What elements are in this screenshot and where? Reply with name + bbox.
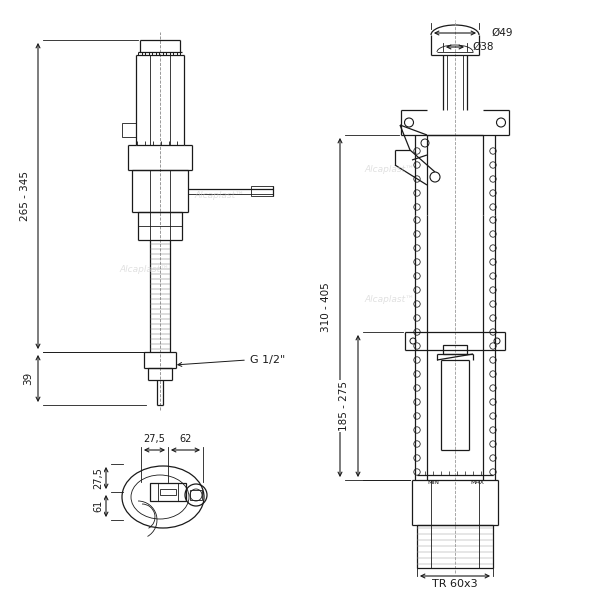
Bar xyxy=(122,123,136,137)
Text: 62: 62 xyxy=(179,434,191,444)
Bar xyxy=(190,490,202,500)
Bar xyxy=(443,345,467,354)
Text: 310 - 405: 310 - 405 xyxy=(321,283,331,332)
Text: TR 60x3: TR 60x3 xyxy=(432,579,478,589)
Text: MIN: MIN xyxy=(427,479,439,485)
Text: Alcaplast™: Alcaplast™ xyxy=(365,166,415,175)
Text: Alcaplast™: Alcaplast™ xyxy=(365,295,415,304)
Text: Alcaplast™: Alcaplast™ xyxy=(195,191,245,199)
Text: 39: 39 xyxy=(23,372,33,385)
Text: Ø38: Ø38 xyxy=(472,42,493,52)
Text: MAX: MAX xyxy=(470,479,484,485)
Bar xyxy=(150,483,186,501)
Bar xyxy=(251,186,273,196)
Text: 185 - 275: 185 - 275 xyxy=(339,381,349,431)
Bar xyxy=(160,489,176,495)
Text: Alcaplast™: Alcaplast™ xyxy=(120,265,170,275)
Text: 61: 61 xyxy=(93,500,103,512)
Text: Ø49: Ø49 xyxy=(491,28,512,38)
Text: 27,5: 27,5 xyxy=(143,434,166,444)
Text: G 1/2": G 1/2" xyxy=(250,355,285,365)
Text: 265 - 345: 265 - 345 xyxy=(20,171,30,221)
Text: 27,5: 27,5 xyxy=(93,467,103,489)
